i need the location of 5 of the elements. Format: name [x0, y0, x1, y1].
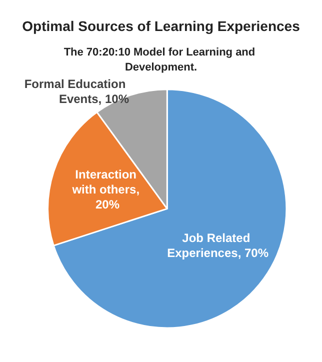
- slice-label: Formal Education Events, 10%: [24, 76, 130, 106]
- slice-label: Job Related Experiences, 70%: [167, 231, 269, 260]
- chart-title: Optimal Sources of Learning Experiences: [22, 18, 300, 34]
- chart-subtitle: The 70:20:10 Model for Learning and Development.: [64, 46, 258, 74]
- slice-label: Interaction with others, 20%: [71, 167, 143, 212]
